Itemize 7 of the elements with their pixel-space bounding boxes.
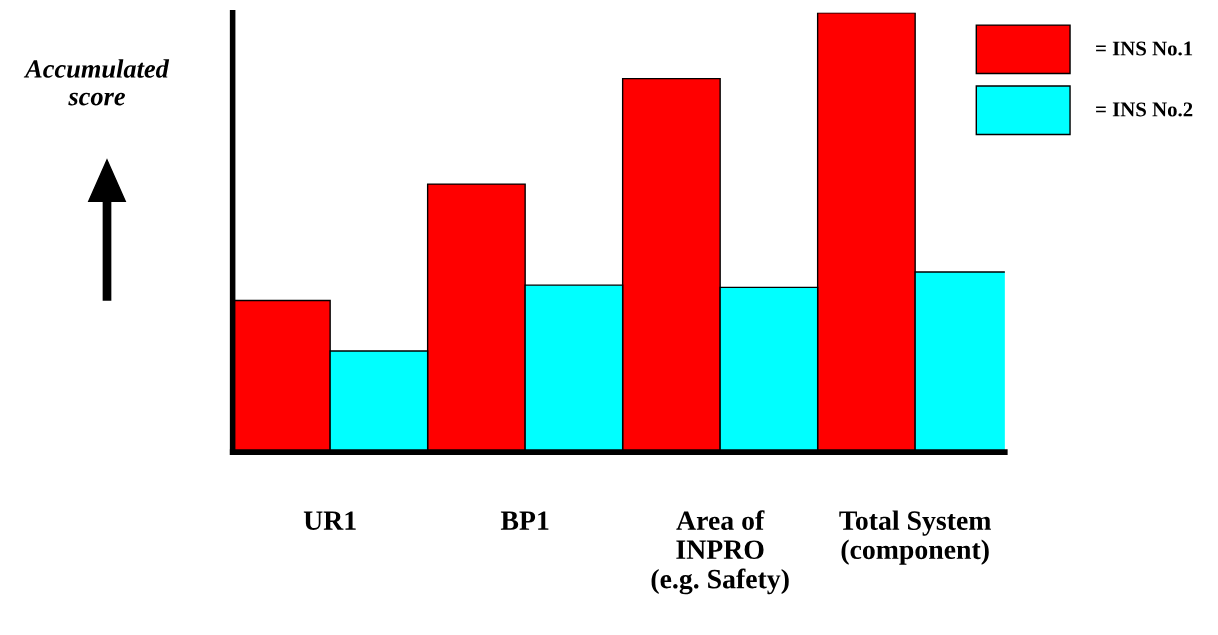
x-tick-label: BP1: [500, 511, 549, 530]
x-tick-label: Area of INPRO (e.g. Safety): [651, 510, 789, 595]
legend-label: = INS No.1: [1096, 41, 1193, 56]
x-tick-label: Total System (component): [839, 510, 991, 565]
y-axis-title: Accumulated score: [23, 59, 170, 106]
x-tick-label: UR1: [303, 511, 356, 530]
legend-label: = INS No.2: [1096, 102, 1193, 117]
